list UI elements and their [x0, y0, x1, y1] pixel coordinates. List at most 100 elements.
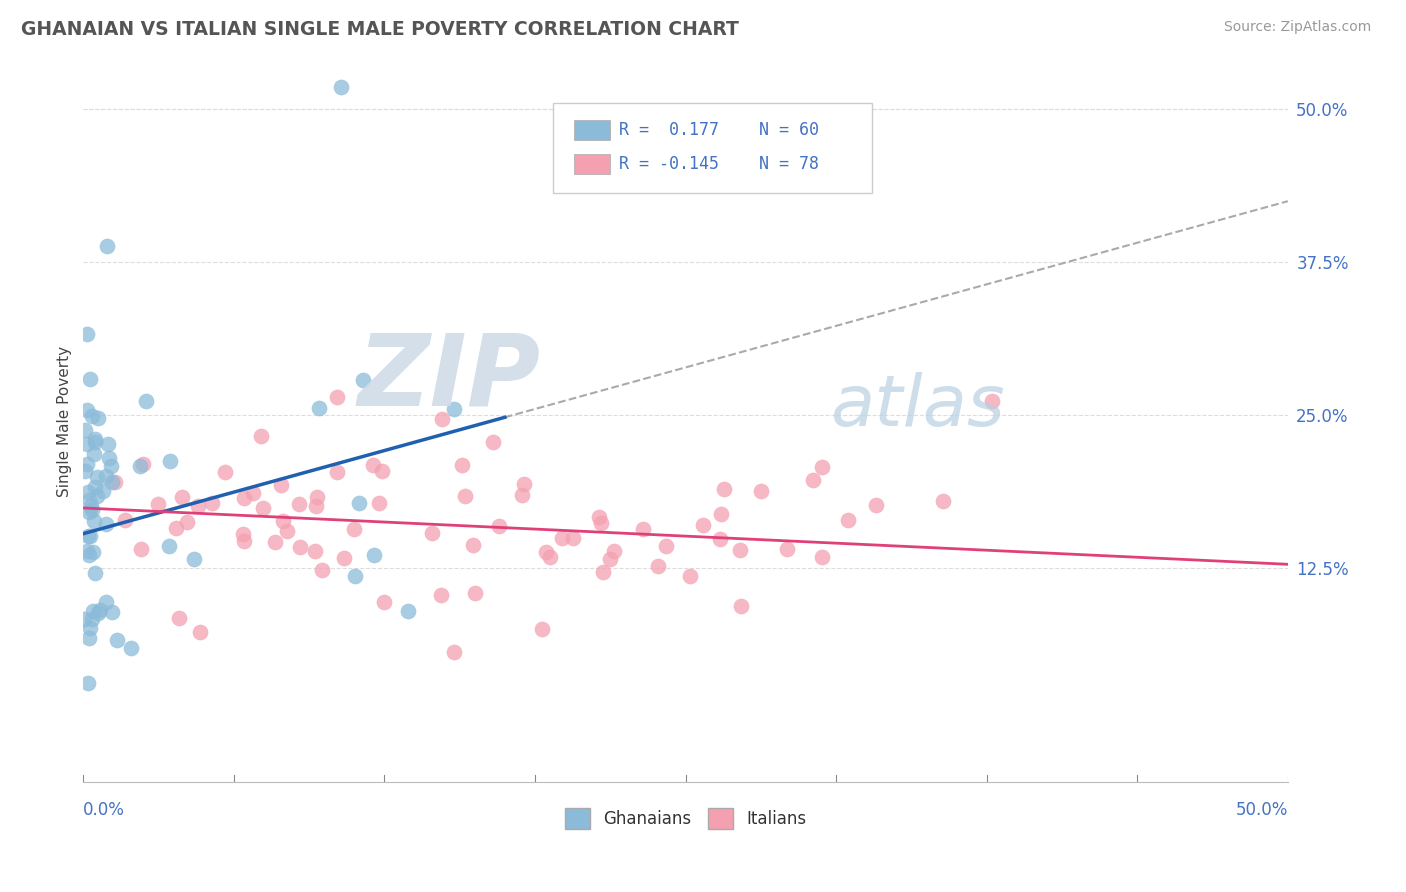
- Point: [531, 622, 554, 636]
- Point: [368, 496, 391, 510]
- Point: [80, 612, 103, 626]
- FancyBboxPatch shape: [574, 120, 610, 140]
- Point: [232, 527, 254, 541]
- Point: [588, 510, 610, 524]
- Point: [837, 513, 859, 527]
- Point: [304, 544, 326, 558]
- Point: [89, 603, 111, 617]
- Point: [76, 458, 98, 472]
- Point: [100, 458, 122, 473]
- Point: [77, 676, 100, 690]
- Point: [165, 521, 187, 535]
- Text: Source: ZipAtlas.com: Source: ZipAtlas.com: [1223, 20, 1371, 34]
- Point: [512, 488, 534, 502]
- Point: [602, 544, 624, 558]
- Point: [352, 373, 374, 387]
- Point: [551, 531, 574, 545]
- Point: [80, 502, 103, 516]
- Text: R =  0.177    N = 60: R = 0.177 N = 60: [619, 120, 820, 139]
- Point: [263, 535, 285, 549]
- Point: [464, 586, 486, 600]
- Point: [371, 464, 394, 478]
- Point: [981, 394, 1004, 409]
- Point: [77, 492, 100, 507]
- Point: [94, 516, 117, 531]
- Point: [128, 458, 150, 473]
- Point: [451, 458, 474, 473]
- Point: [482, 434, 505, 449]
- Point: [91, 483, 114, 498]
- Point: [159, 453, 181, 467]
- Point: [79, 372, 101, 386]
- Point: [730, 599, 752, 613]
- Point: [87, 411, 110, 425]
- Point: [513, 477, 536, 491]
- Point: [342, 522, 364, 536]
- Point: [430, 412, 453, 426]
- Point: [167, 611, 190, 625]
- Point: [79, 529, 101, 543]
- Point: [77, 528, 100, 542]
- Point: [538, 549, 561, 564]
- Point: [363, 548, 385, 562]
- Point: [270, 477, 292, 491]
- Point: [865, 498, 887, 512]
- Point: [76, 402, 98, 417]
- Point: [86, 489, 108, 503]
- Point: [233, 491, 256, 506]
- Point: [94, 469, 117, 483]
- Point: [631, 522, 654, 536]
- Legend: Ghanaians, Italians: Ghanaians, Italians: [558, 802, 813, 836]
- Point: [647, 559, 669, 574]
- Point: [94, 595, 117, 609]
- Point: [83, 447, 105, 461]
- Point: [692, 518, 714, 533]
- Point: [114, 513, 136, 527]
- Point: [82, 604, 104, 618]
- Point: [679, 569, 702, 583]
- Point: [77, 631, 100, 645]
- Point: [710, 507, 733, 521]
- Point: [75, 423, 97, 437]
- Point: [347, 496, 370, 510]
- Point: [100, 475, 122, 489]
- FancyBboxPatch shape: [553, 103, 872, 194]
- Point: [242, 486, 264, 500]
- Text: R = -0.145    N = 78: R = -0.145 N = 78: [619, 154, 820, 173]
- Point: [749, 484, 772, 499]
- Point: [326, 390, 349, 404]
- Point: [461, 538, 484, 552]
- Point: [120, 640, 142, 655]
- Point: [190, 625, 212, 640]
- Point: [443, 401, 465, 416]
- Text: atlas: atlas: [830, 372, 1005, 441]
- Point: [592, 565, 614, 579]
- Point: [84, 435, 107, 450]
- Point: [276, 524, 298, 538]
- Point: [801, 473, 824, 487]
- Point: [709, 532, 731, 546]
- Point: [80, 499, 103, 513]
- Point: [373, 595, 395, 609]
- Point: [83, 514, 105, 528]
- Point: [96, 239, 118, 253]
- Point: [252, 501, 274, 516]
- Point: [776, 542, 799, 557]
- Point: [82, 545, 104, 559]
- Point: [396, 604, 419, 618]
- Point: [79, 621, 101, 635]
- Point: [811, 460, 834, 475]
- Point: [84, 480, 107, 494]
- Point: [201, 496, 224, 510]
- Point: [311, 563, 333, 577]
- Point: [288, 540, 311, 554]
- Point: [83, 566, 105, 580]
- Point: [86, 470, 108, 484]
- FancyBboxPatch shape: [574, 153, 610, 174]
- Point: [100, 605, 122, 619]
- Text: GHANAIAN VS ITALIAN SINGLE MALE POVERTY CORRELATION CHART: GHANAIAN VS ITALIAN SINGLE MALE POVERTY …: [21, 20, 740, 38]
- Point: [361, 458, 384, 473]
- Point: [187, 500, 209, 514]
- Point: [77, 548, 100, 562]
- Point: [305, 499, 328, 513]
